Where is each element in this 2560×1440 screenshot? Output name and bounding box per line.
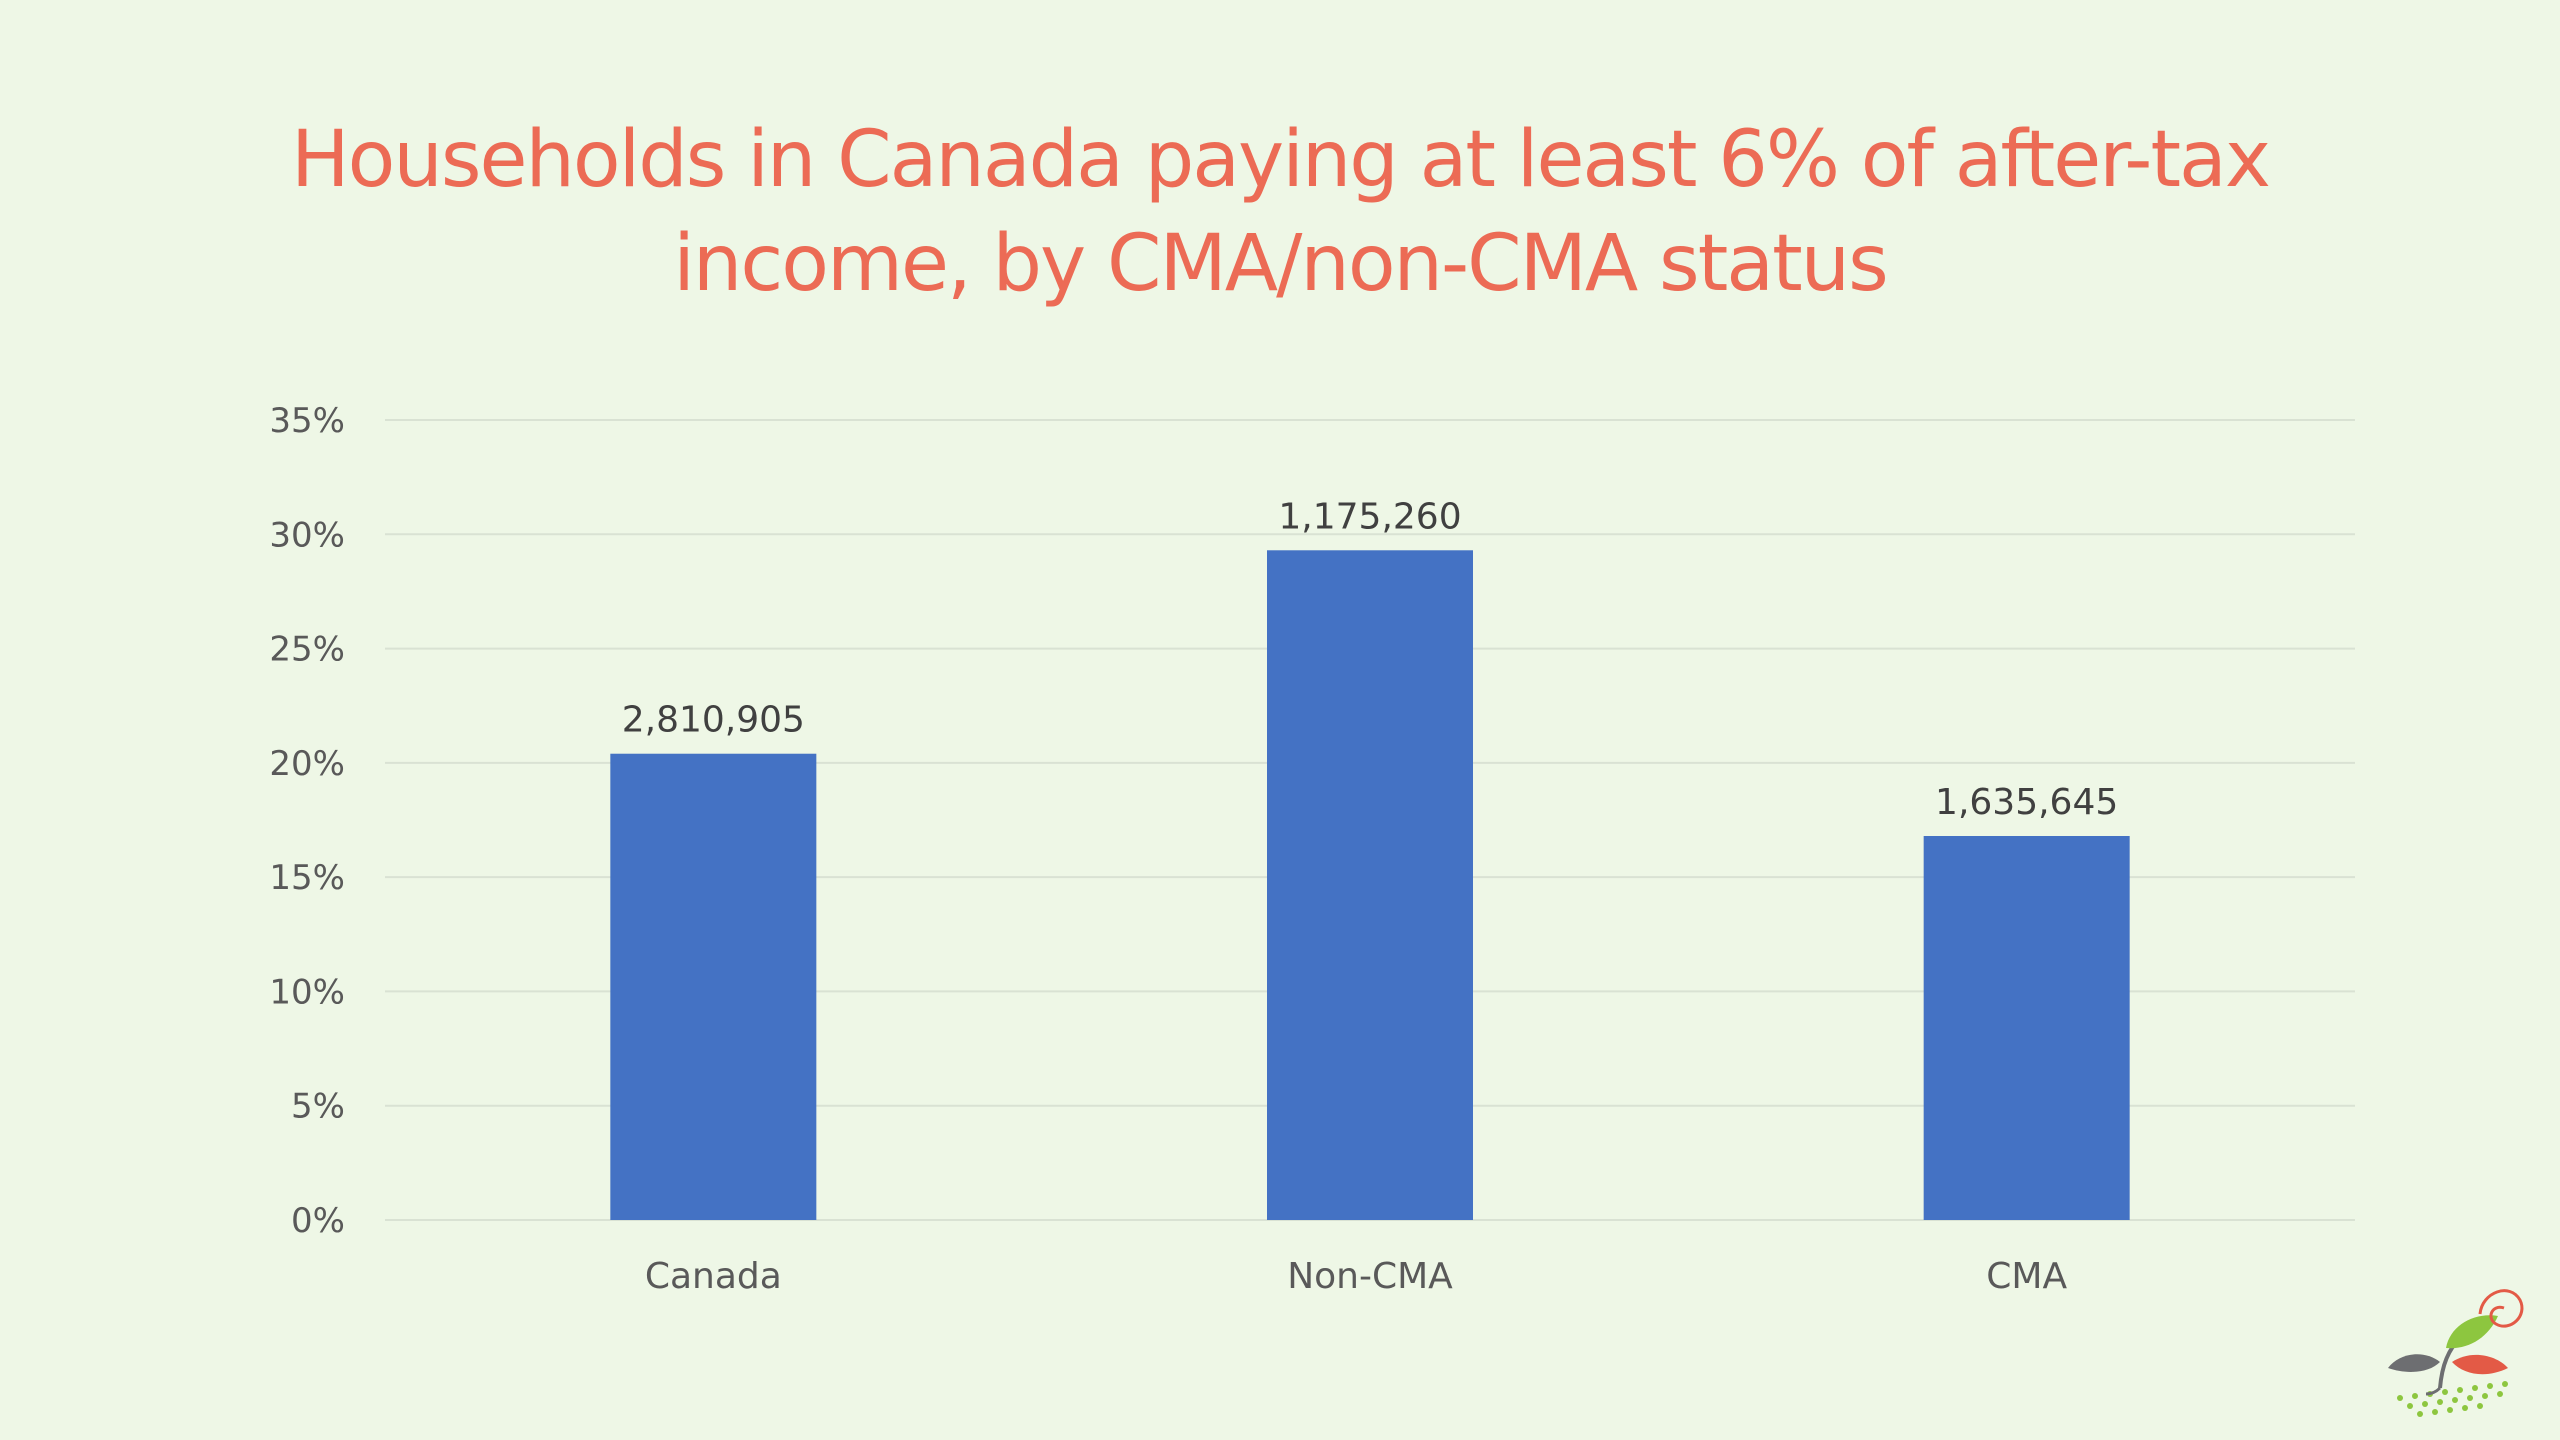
x-tick-label: CMA — [1986, 1256, 2067, 1297]
y-tick-label: 5% — [291, 1087, 345, 1127]
data-label: 2,810,905 — [622, 700, 805, 741]
chart-title: Households in Canada paying at least 6% … — [0, 108, 2560, 316]
y-tick-label: 15% — [269, 858, 345, 898]
y-tick-label: 20% — [269, 744, 345, 784]
y-tick-label: 10% — [269, 972, 345, 1012]
y-tick-label: 30% — [269, 515, 345, 555]
y-tick-label: 0% — [291, 1201, 345, 1241]
bars — [610, 550, 2130, 1220]
chart-title-line-1: Households in Canada paying at least 6% … — [291, 115, 2271, 205]
data-labels: 2,810,905 1,175,260 1,635,645 — [622, 496, 2119, 823]
x-tick-label: Canada — [645, 1256, 782, 1297]
data-label: 1,175,260 — [1278, 496, 1461, 537]
bar-cma — [1923, 836, 2130, 1220]
data-label: 1,635,645 — [1935, 782, 2118, 823]
y-axis-tick-labels: 0% 5% 10% 15% 20% 25% 30% 35% — [269, 401, 345, 1241]
bar-canada — [610, 753, 817, 1220]
x-axis-tick-labels: Canada Non-CMA CMA — [645, 1256, 2068, 1297]
sprouting-plant-logo-icon — [2388, 1289, 2524, 1417]
y-tick-label: 35% — [269, 401, 345, 441]
x-tick-label: Non-CMA — [1287, 1256, 1453, 1297]
y-tick-label: 25% — [269, 630, 345, 670]
bar-non-cma — [1267, 550, 1473, 1220]
chart-title-line-2: income, by CMA/non-CMA status — [673, 219, 1888, 309]
